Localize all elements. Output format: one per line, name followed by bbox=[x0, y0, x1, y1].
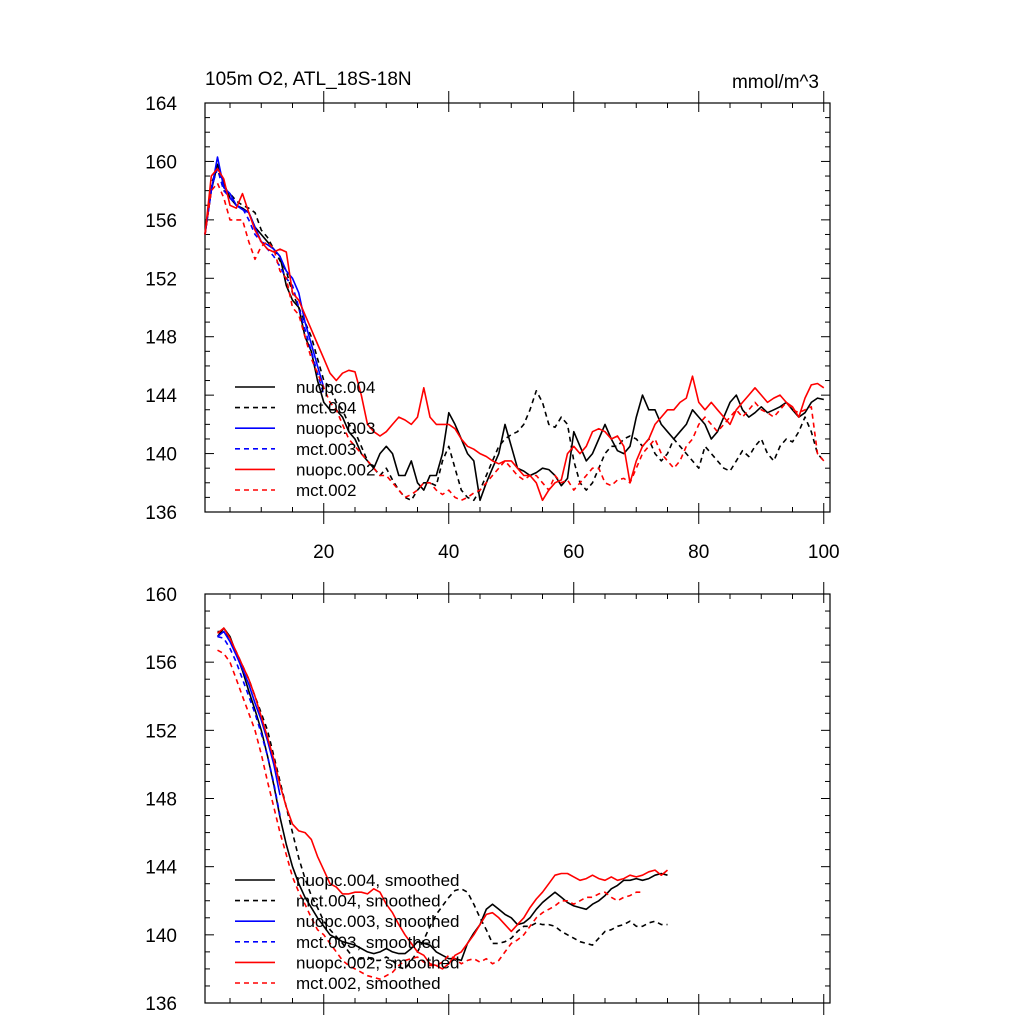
legend-label: mct.003 bbox=[296, 440, 356, 459]
series-line-nuopc-004 bbox=[204, 163, 824, 502]
chart-title: 105m O2, ATL_18S-18N bbox=[205, 69, 412, 90]
series-line-nuopc-003-smoothed bbox=[216, 630, 281, 796]
x-tick-label: 100 bbox=[808, 542, 840, 563]
y-tick-label: 152 bbox=[145, 721, 177, 742]
legend-label: mct.004, smoothed bbox=[296, 892, 441, 911]
chart-units-label: mmol/m^3 bbox=[732, 72, 819, 93]
legend-label: mct.003, smoothed bbox=[296, 933, 441, 952]
series-line-mct-003-smoothed bbox=[217, 635, 281, 816]
y-tick-label: 144 bbox=[145, 386, 177, 407]
legend-label: nuopc.002, smoothed bbox=[296, 953, 460, 972]
y-tick-label: 136 bbox=[145, 503, 177, 524]
series-line-nuopc-003 bbox=[204, 156, 325, 389]
series-line-mct-003 bbox=[204, 167, 325, 396]
series-line-mct-004-smoothed bbox=[217, 630, 668, 970]
bottom-panel: 136 140 144 148 152 156 160 nuopc.004, smoothed… bbox=[145, 582, 831, 1015]
x-tick-label: 40 bbox=[438, 542, 459, 563]
y-tick-label: 156 bbox=[145, 211, 177, 232]
legend-label: nuopc.002 bbox=[296, 460, 375, 479]
series-line-mct-002 bbox=[204, 182, 825, 502]
legend-label: mct.002 bbox=[296, 481, 356, 500]
y-tick-label: 160 bbox=[145, 152, 177, 173]
legend-label: nuopc.003 bbox=[296, 419, 375, 438]
y-tick-label: 148 bbox=[145, 328, 177, 349]
series-line-mct-004 bbox=[204, 167, 825, 502]
series-line-nuopc-004-smoothed bbox=[216, 627, 668, 962]
y-tick-label: 140 bbox=[145, 926, 177, 947]
y-tick-label: 148 bbox=[145, 790, 177, 811]
legend-label: nuopc.004 bbox=[296, 378, 375, 397]
x-tick-label: 80 bbox=[688, 542, 709, 563]
y-tick-label: 144 bbox=[145, 858, 177, 879]
y-tick-label: 152 bbox=[145, 269, 177, 290]
series-line-mct-002-smoothed bbox=[217, 649, 643, 980]
legend-label: nuopc.003, smoothed bbox=[296, 912, 460, 931]
y-tick-label: 156 bbox=[145, 653, 177, 674]
x-tick-label: 20 bbox=[313, 542, 334, 563]
series-line-nuopc-002-smoothed bbox=[216, 627, 669, 970]
legend-label: nuopc.004, smoothed bbox=[296, 871, 460, 890]
series-line-nuopc-002 bbox=[204, 167, 825, 502]
x-tick-label: 60 bbox=[563, 542, 584, 563]
legend-label: mct.004 bbox=[296, 399, 356, 418]
y-tick-label: 164 bbox=[145, 94, 177, 115]
top-panel: 136 140 144 148 152 156 160 164 20 40 60 80 100 nuopc… bbox=[145, 91, 840, 563]
y-tick-label: 136 bbox=[145, 994, 177, 1015]
y-tick-label: 140 bbox=[145, 445, 177, 466]
y-tick-label: 160 bbox=[145, 585, 177, 606]
legend-label: mct.002, smoothed bbox=[296, 974, 441, 993]
